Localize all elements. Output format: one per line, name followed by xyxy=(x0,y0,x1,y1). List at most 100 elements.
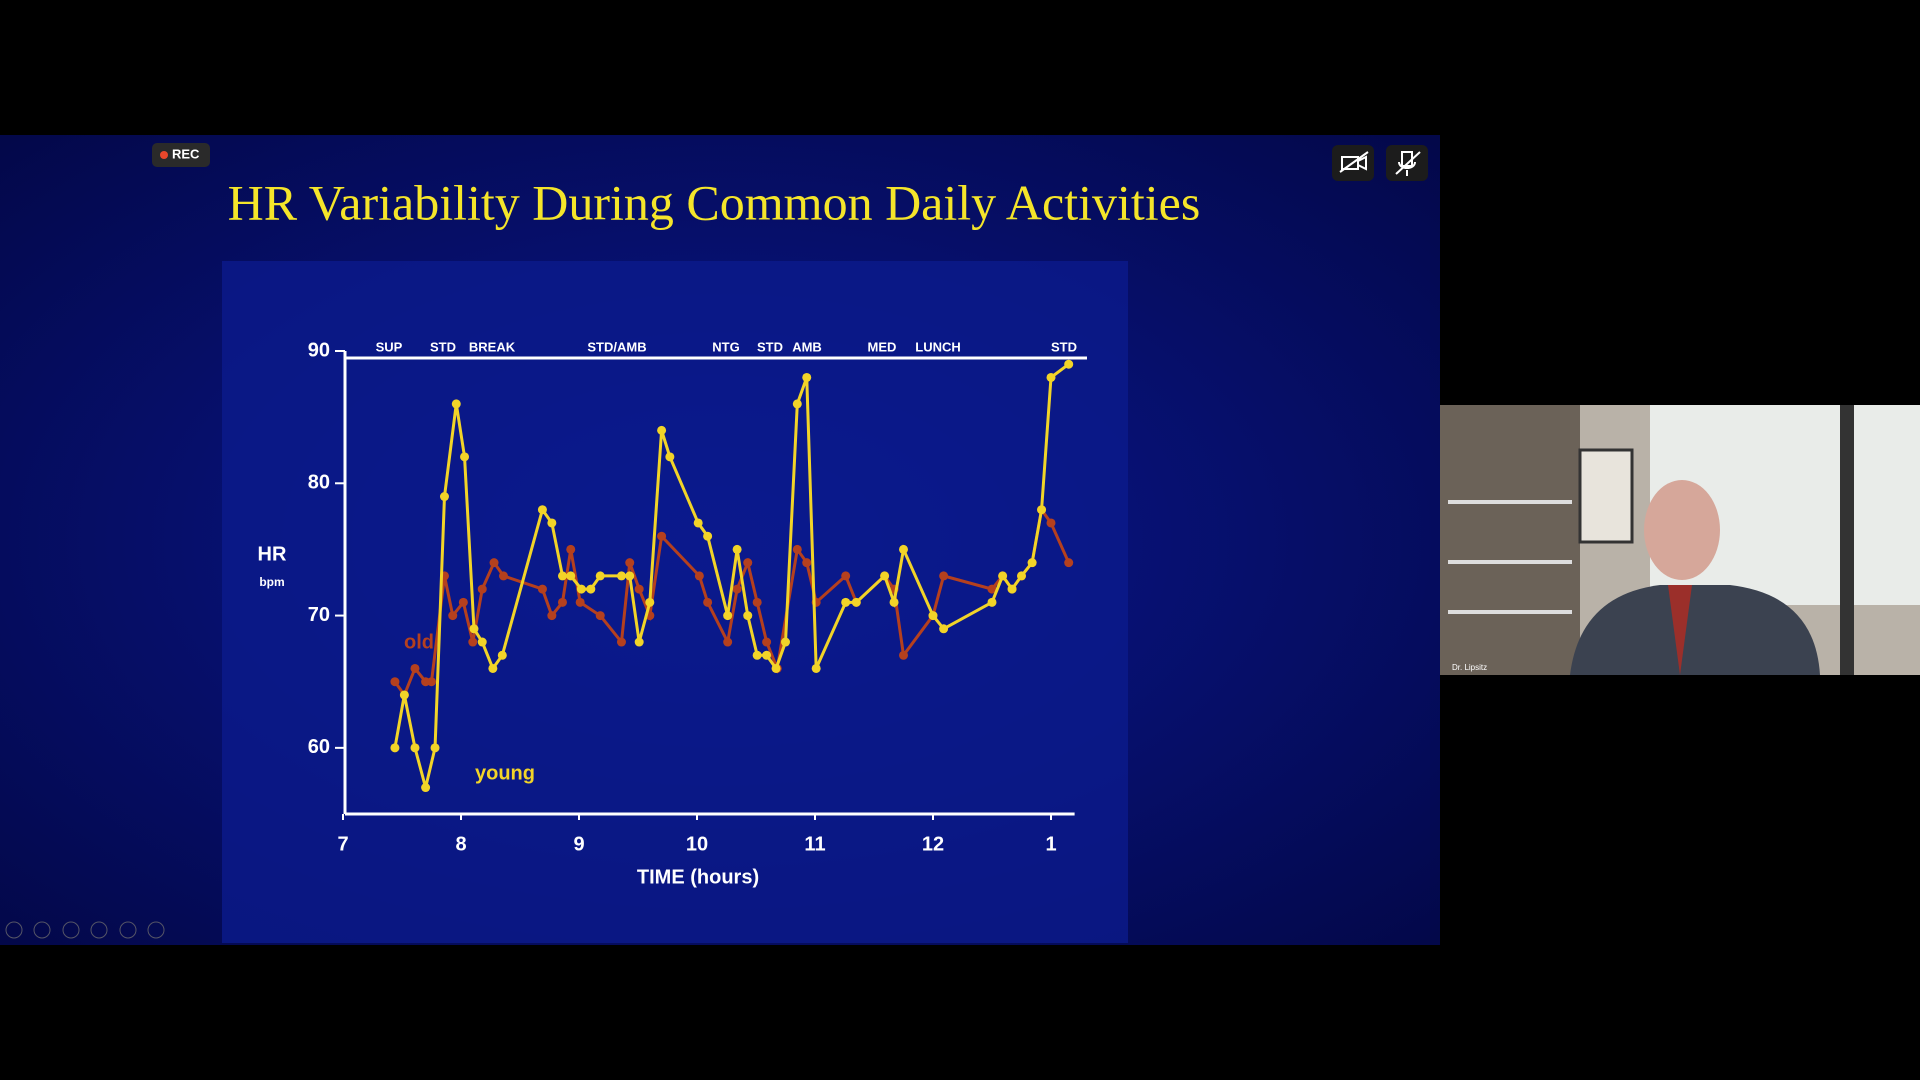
data-point xyxy=(781,637,790,647)
poster xyxy=(1578,448,1634,544)
data-point xyxy=(1046,518,1056,528)
data-point xyxy=(723,611,733,621)
data-point xyxy=(939,624,949,634)
data-point xyxy=(752,597,762,607)
data-point xyxy=(841,597,851,607)
data-point xyxy=(693,518,703,528)
slide-toolbar xyxy=(5,921,165,939)
data-point xyxy=(448,611,458,621)
data-point xyxy=(586,584,596,594)
data-point xyxy=(841,571,851,581)
more-button[interactable] xyxy=(147,921,165,939)
x-tick-label: 7 xyxy=(337,833,348,855)
rec-dot xyxy=(160,151,168,159)
activity-label: SUP xyxy=(376,339,403,354)
video-off-button[interactable] xyxy=(1332,145,1374,181)
data-point xyxy=(743,558,753,568)
activity-label: LUNCH xyxy=(915,339,961,354)
data-point xyxy=(694,571,704,581)
series-label: young xyxy=(475,762,535,784)
rec-label: REC xyxy=(172,146,200,161)
data-point xyxy=(645,597,655,607)
data-point xyxy=(399,690,409,700)
data-point xyxy=(634,584,644,594)
data-point xyxy=(792,544,802,554)
data-point xyxy=(451,399,461,409)
tie xyxy=(1668,585,1692,675)
data-point xyxy=(390,677,400,687)
data-point xyxy=(703,597,713,607)
activity-label: MED xyxy=(868,339,897,354)
data-point xyxy=(1007,584,1017,594)
data-point xyxy=(477,584,487,594)
data-point xyxy=(488,663,498,673)
data-point xyxy=(802,558,812,568)
data-point xyxy=(723,637,733,647)
data-point xyxy=(427,677,436,687)
data-point xyxy=(537,584,547,594)
slides-button[interactable] xyxy=(90,921,108,939)
data-point xyxy=(410,663,420,673)
prev-button[interactable] xyxy=(5,921,23,939)
pen-button[interactable] xyxy=(62,921,80,939)
data-point xyxy=(762,650,772,660)
data-point xyxy=(1027,558,1037,568)
shelf xyxy=(1448,500,1572,504)
webcam-tile[interactable]: Dr. Lipsitz xyxy=(1440,405,1920,675)
data-point xyxy=(547,518,557,528)
zoom-button[interactable] xyxy=(119,921,137,939)
data-point xyxy=(616,571,626,581)
y-tick-label: 90 xyxy=(308,339,330,361)
data-point xyxy=(566,571,576,581)
data-point xyxy=(625,571,635,581)
series-label: old xyxy=(404,631,434,653)
rec-badge[interactable]: REC xyxy=(152,143,210,167)
data-point xyxy=(928,611,938,621)
mute-button[interactable] xyxy=(1386,145,1428,181)
data-point xyxy=(987,597,997,607)
slide-title: HR Variability During Common Daily Activ… xyxy=(228,174,1201,230)
data-point xyxy=(1064,558,1074,568)
data-point xyxy=(576,584,586,594)
activity-label: STD/AMB xyxy=(587,339,646,354)
data-point xyxy=(802,372,812,382)
activity-label: NTG xyxy=(712,339,739,354)
data-point xyxy=(458,597,468,607)
shelf xyxy=(1448,560,1572,564)
data-point xyxy=(1064,359,1074,369)
data-point xyxy=(657,531,667,541)
data-point xyxy=(792,399,802,409)
person-head xyxy=(1644,480,1720,580)
data-point xyxy=(743,611,753,621)
next-button[interactable] xyxy=(33,921,51,939)
data-point xyxy=(557,571,567,581)
data-point xyxy=(1046,372,1056,382)
shelf xyxy=(1448,610,1572,614)
data-point xyxy=(899,544,908,554)
data-point xyxy=(439,492,449,502)
x-tick-label: 11 xyxy=(804,833,825,855)
bookshelf xyxy=(1440,405,1580,675)
data-point xyxy=(498,571,508,581)
data-point xyxy=(575,597,585,607)
y-axis-label: HR xyxy=(258,543,287,565)
data-point xyxy=(851,597,861,607)
data-point xyxy=(634,637,644,647)
x-tick-label: 12 xyxy=(922,833,944,855)
participant-name: Dr. Lipsitz xyxy=(1452,663,1487,672)
data-point xyxy=(547,611,557,621)
x-tick-label: 10 xyxy=(686,833,708,855)
data-point xyxy=(732,584,742,594)
data-point xyxy=(998,571,1008,581)
data-point xyxy=(752,650,762,660)
data-point xyxy=(595,611,605,621)
activity-label: STD xyxy=(757,339,783,354)
data-point xyxy=(889,597,899,607)
activity-label: STD xyxy=(1051,339,1077,354)
video-off-icon xyxy=(1339,151,1369,173)
data-point xyxy=(732,544,742,554)
data-point xyxy=(1017,571,1026,581)
data-point xyxy=(771,663,781,673)
